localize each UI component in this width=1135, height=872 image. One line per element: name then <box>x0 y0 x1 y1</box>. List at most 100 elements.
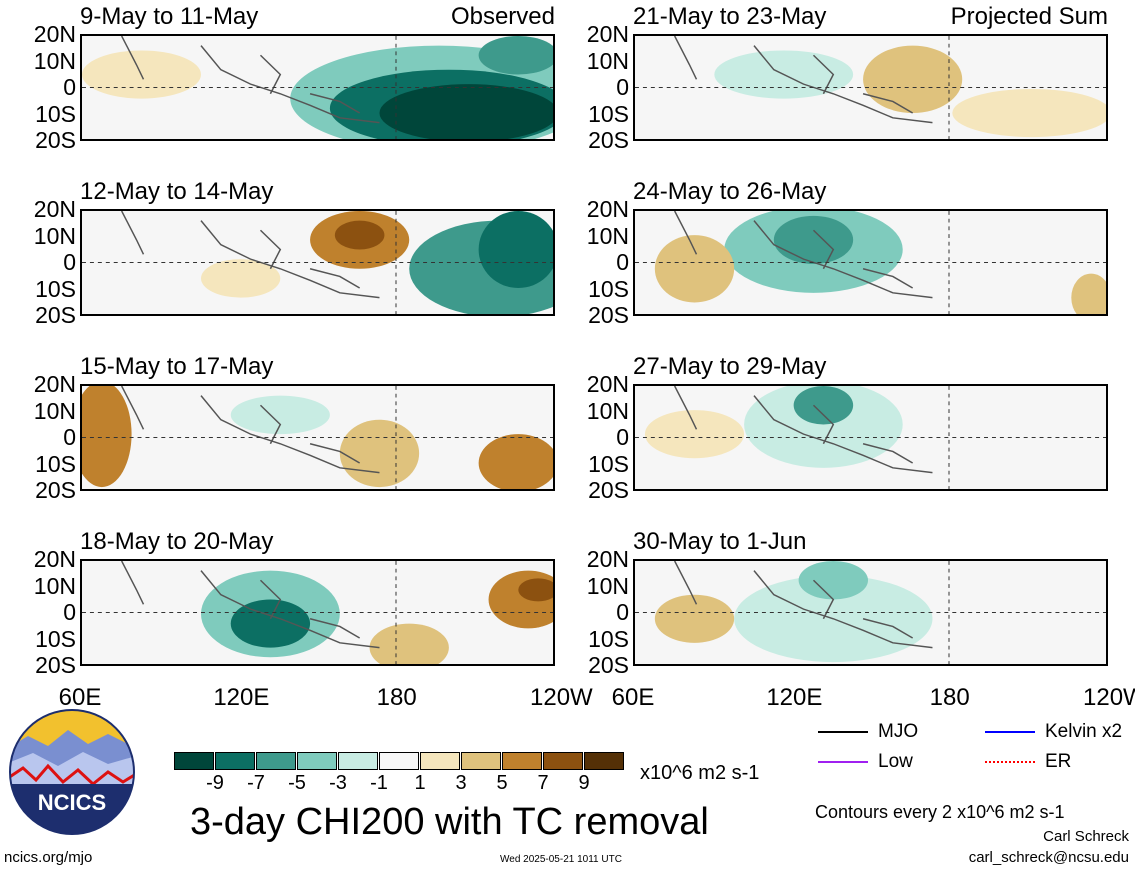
lat-label: 20N <box>33 371 76 397</box>
legend-line-mjo <box>818 731 868 733</box>
colorbar-tick-label: 7 <box>537 772 549 794</box>
lat-label: 10N <box>586 397 629 424</box>
email[interactable]: carl_schreck@ncsu.edu <box>968 849 1129 866</box>
lat-label: 20N <box>586 196 629 222</box>
lat-label: 20S <box>35 477 76 503</box>
lat-label: 20N <box>586 371 629 397</box>
colorbar-tick-label: 9 <box>578 772 590 794</box>
colorbar-swatch <box>543 752 583 770</box>
colorbar-tick-label: -7 <box>247 772 265 794</box>
lat-label: 20S <box>35 127 76 153</box>
panel-corner-label: Projected Sum <box>950 3 1108 30</box>
map-panel[interactable] <box>80 384 555 491</box>
map-panel[interactable] <box>80 559 555 666</box>
panel-title: 30-May to 1-Jun <box>633 528 807 555</box>
panel-title: 15-May to 17-May <box>80 353 274 380</box>
lat-label: 10S <box>588 100 629 127</box>
lon-label: 60E <box>58 684 102 711</box>
legend-label-er: ER <box>1045 751 1072 772</box>
lon-label: 120E <box>213 684 270 711</box>
logo-text: NCICS <box>38 790 106 815</box>
colorbar-swatch <box>297 752 337 770</box>
colorbar-swatch <box>461 752 501 770</box>
lat-label: 20S <box>35 302 76 328</box>
colorbar-swatch <box>256 752 296 770</box>
map-panel[interactable] <box>633 209 1108 316</box>
lat-label: 20S <box>35 652 76 678</box>
colorbar-tick-label: -5 <box>288 772 306 794</box>
lat-label: 0 <box>63 249 76 275</box>
colorbar-tick-label: -3 <box>329 772 347 794</box>
panel-title: 21-May to 23-May <box>633 3 827 30</box>
panel-title: 27-May to 29-May <box>633 353 827 380</box>
colorbar-swatch <box>379 752 419 770</box>
panel-title: 24-May to 26-May <box>633 178 827 205</box>
lat-label: 10S <box>35 450 76 477</box>
colorbar-swatch <box>338 752 378 770</box>
panel-title: 12-May to 14-May <box>80 178 274 205</box>
lat-label: 10N <box>586 572 629 599</box>
map-panel[interactable] <box>633 384 1108 491</box>
map-panel[interactable] <box>80 34 555 141</box>
panel-corner-label: Observed <box>450 3 555 30</box>
colorbar-swatch <box>420 752 460 770</box>
colorbar-swatch <box>584 752 624 770</box>
colorbar-swatch <box>174 752 214 770</box>
map-panel[interactable] <box>633 559 1108 666</box>
lat-label: 20N <box>586 21 629 47</box>
author: Carl Schreck <box>1043 828 1129 845</box>
ncics-logo[interactable]: NCICS <box>8 708 136 836</box>
lat-label: 20S <box>588 477 629 503</box>
legend-label-low: Low <box>878 751 913 772</box>
lat-label: 10N <box>33 47 76 74</box>
lat-label: 0 <box>616 74 629 100</box>
panel-title: 18-May to 20-May <box>80 528 274 555</box>
lat-label: 0 <box>63 599 76 625</box>
website-link[interactable]: ncics.org/mjo <box>4 849 93 866</box>
lat-label: 0 <box>616 424 629 450</box>
lat-label: 20N <box>33 196 76 222</box>
lat-label: 0 <box>616 249 629 275</box>
legend-line-er <box>985 761 1035 763</box>
lat-label: 20S <box>588 652 629 678</box>
timestamp: Wed 2025-05-21 1011 UTC <box>500 854 622 865</box>
map-panel[interactable] <box>80 209 555 316</box>
legend-label-kelvin: Kelvin x2 <box>1045 721 1123 742</box>
colorbar-swatch <box>502 752 542 770</box>
lat-label: 10N <box>33 397 76 424</box>
panel-title: 9-May to 11-May <box>80 3 259 30</box>
lat-label: 10S <box>588 625 629 652</box>
lat-label: 10S <box>35 275 76 302</box>
lon-label: 120W <box>1083 684 1135 711</box>
legend-label-mjo: MJO <box>878 721 919 742</box>
lat-label: 10N <box>586 47 629 74</box>
lat-label: 10S <box>588 450 629 477</box>
lat-label: 10S <box>35 100 76 127</box>
lon-label: 180 <box>929 684 970 711</box>
colorbar-tick-label: 5 <box>496 772 508 794</box>
lat-label: 10S <box>35 625 76 652</box>
lon-label: 120E <box>766 684 823 711</box>
lat-label: 10N <box>33 572 76 599</box>
contour-note: Contours every 2 x10^6 m2 s-1 <box>815 802 1065 822</box>
lat-label: 10S <box>588 275 629 302</box>
main-title: 3-day CHI200 with TC removal <box>190 801 709 843</box>
legend-line-kelvin <box>985 731 1035 733</box>
lat-label: 20S <box>588 127 629 153</box>
lat-label: 0 <box>63 424 76 450</box>
lat-label: 20S <box>588 302 629 328</box>
legend-line-low <box>818 761 868 763</box>
colorbar-tick-label: -1 <box>370 772 388 794</box>
colorbar-units: x10^6 m2 s-1 <box>640 762 760 784</box>
lat-label: 10N <box>586 222 629 249</box>
lon-label: 180 <box>376 684 417 711</box>
map-panel[interactable] <box>633 34 1108 141</box>
lat-label: 10N <box>33 222 76 249</box>
lat-label: 0 <box>616 599 629 625</box>
colorbar-tick-label: 3 <box>455 772 467 794</box>
lon-label: 120W <box>530 684 593 711</box>
lat-label: 0 <box>63 74 76 100</box>
colorbar-tick-label: 1 <box>414 772 426 794</box>
lat-label: 20N <box>33 21 76 47</box>
lon-label: 60E <box>611 684 655 711</box>
